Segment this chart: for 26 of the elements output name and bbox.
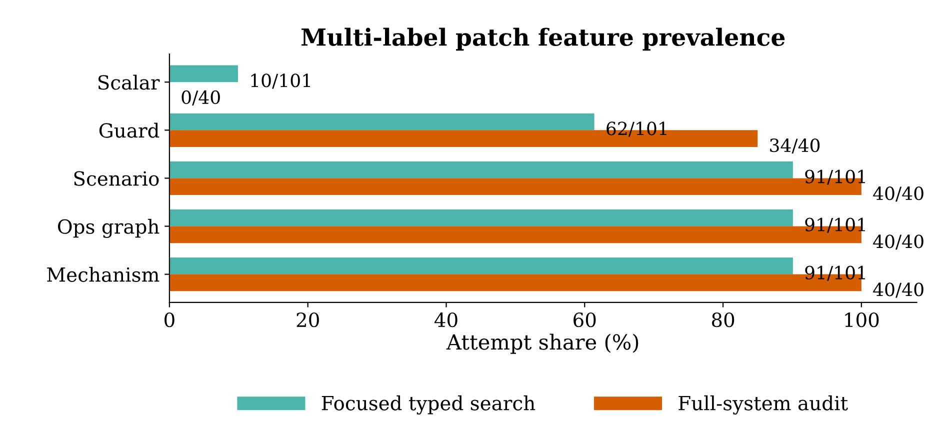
data-label: 34/40 — [770, 138, 820, 154]
data-label: 40/40 — [873, 282, 924, 298]
x-tick-label: 60 — [574, 312, 596, 328]
bar — [169, 257, 793, 274]
data-label: 10/101 — [251, 74, 310, 89]
y-tick-label: Scalar — [98, 74, 160, 90]
x-axis-title: Attempt share (%) — [446, 334, 638, 354]
bar — [169, 209, 793, 226]
bar — [169, 113, 594, 130]
x-tick-label: 20 — [296, 312, 319, 328]
x-tick-label: 40 — [434, 312, 458, 328]
x-tick-label: 100 — [845, 312, 879, 328]
data-label: 40/40 — [873, 186, 924, 202]
bar — [169, 161, 793, 178]
x-tick-label: 80 — [712, 312, 734, 328]
bar — [169, 65, 238, 82]
legend-label: Full-system audit — [678, 395, 848, 414]
y-tick-label: Mechanism — [47, 266, 160, 282]
y-tick-label: Scenario — [74, 171, 159, 186]
x-tick-label: 0 — [164, 312, 174, 328]
data-label: 40/40 — [873, 234, 924, 250]
chart-title: Multi-label patch feature prevalence — [302, 28, 785, 51]
y-tick-label: Ops graph — [58, 218, 160, 238]
legend-label: Focused typed search — [322, 395, 536, 414]
y-tick-label: Guard — [99, 122, 160, 138]
data-label: 0/40 — [182, 90, 220, 106]
